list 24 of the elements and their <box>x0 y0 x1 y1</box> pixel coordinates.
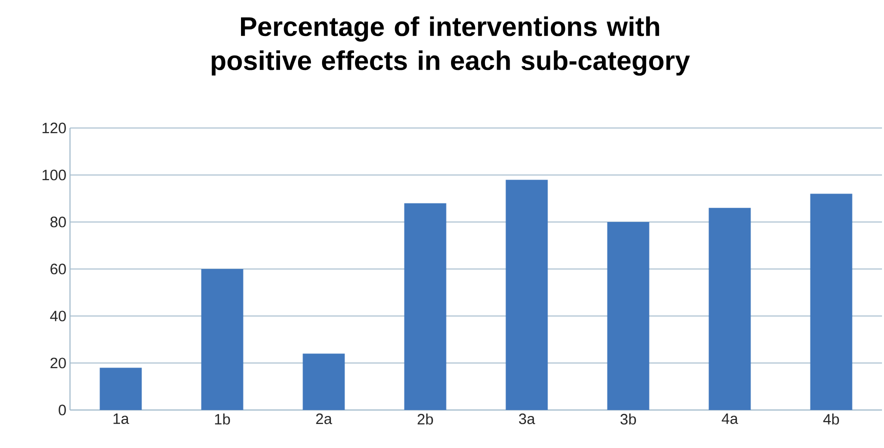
y-tick-label: 120 <box>42 122 66 134</box>
chart-title: Percentage of interventions with positive effects in each sub-category <box>212 16 690 76</box>
x-tick-label: 4b <box>823 414 839 425</box>
y-tick-label: 60 <box>50 264 66 274</box>
y-tick-label: 0 <box>58 404 66 416</box>
x-tick-label: 3a <box>518 414 536 424</box>
x-tick-label: 3b <box>620 414 636 425</box>
bar <box>302 354 345 410</box>
bar <box>404 203 446 410</box>
bar <box>607 222 650 410</box>
x-tick-label: 1b <box>215 414 230 425</box>
y-tick-label: 100 <box>42 170 66 180</box>
y-tick-label: 20 <box>50 358 66 368</box>
bar <box>506 180 548 410</box>
bar <box>100 368 142 410</box>
y-tick-label: 80 <box>50 216 66 228</box>
bar <box>708 208 751 410</box>
y-tick-label: 40 <box>50 310 66 322</box>
x-tick-label: 4a <box>722 414 738 424</box>
x-tick-label: 2b <box>418 414 433 425</box>
bar <box>201 269 244 410</box>
x-tick-label: 1a <box>114 414 130 424</box>
bar <box>810 194 852 410</box>
x-tick-label: 2a <box>316 414 332 424</box>
